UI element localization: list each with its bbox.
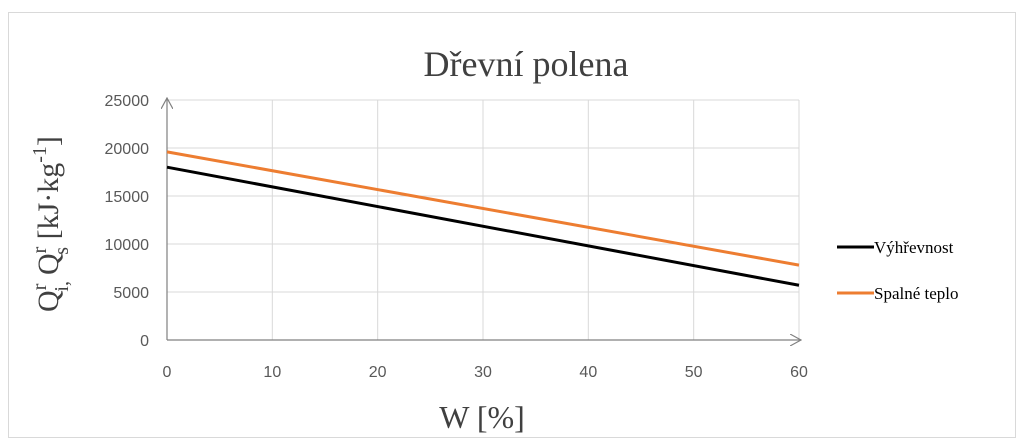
y-label-sub2: s xyxy=(51,247,73,255)
chart-frame xyxy=(8,12,1016,438)
x-tick-label: 20 xyxy=(369,364,387,381)
y-axis-label: Qri,Qrs [kJ·kg-1] xyxy=(29,136,73,312)
y-label-sub1: i xyxy=(51,286,73,292)
x-tick-label: 30 xyxy=(474,364,492,381)
y-label-unit-exp: -1 xyxy=(29,146,51,163)
legend: Výhřevnost Spalné teplo xyxy=(837,238,959,303)
y-tick-label: 25000 xyxy=(105,93,150,110)
x-tick-label: 50 xyxy=(685,364,703,381)
y-label-unit-close: ] xyxy=(32,136,65,146)
y-label-unit: [kJ·kg xyxy=(32,163,65,247)
x-tick-label: 0 xyxy=(163,364,172,381)
y-label-q2: Q xyxy=(32,253,65,275)
series-line-2 xyxy=(166,150,800,267)
y-tick-label: 10000 xyxy=(105,237,150,254)
legend-label-2: Spalné teplo xyxy=(874,284,959,303)
y-label-q1: Q xyxy=(32,290,65,312)
x-tick-label: 60 xyxy=(790,364,808,381)
y-label-sup2: r xyxy=(29,246,51,253)
x-tick-label: 10 xyxy=(263,364,281,381)
tick-labels: 0 5000 10000 15000 20000 25000 0 10 20 30 40 50 60 xyxy=(105,93,809,381)
y-tick-label: 5000 xyxy=(113,285,149,302)
chart-title: Dřevní polena xyxy=(424,44,629,84)
x-tick-label: 40 xyxy=(579,364,597,381)
y-tick-label: 15000 xyxy=(105,189,150,206)
y-label-sup1: r xyxy=(29,283,51,290)
axes xyxy=(167,98,801,340)
legend-label-1: Výhřevnost xyxy=(874,238,954,257)
series-lines xyxy=(166,150,800,287)
x-axis-label: W [%] xyxy=(439,399,525,435)
y-label-sep: , xyxy=(51,281,73,286)
grid xyxy=(167,99,800,340)
series-line-1 xyxy=(166,165,800,287)
y-tick-label: 20000 xyxy=(105,141,150,158)
y-tick-label: 0 xyxy=(140,333,149,350)
